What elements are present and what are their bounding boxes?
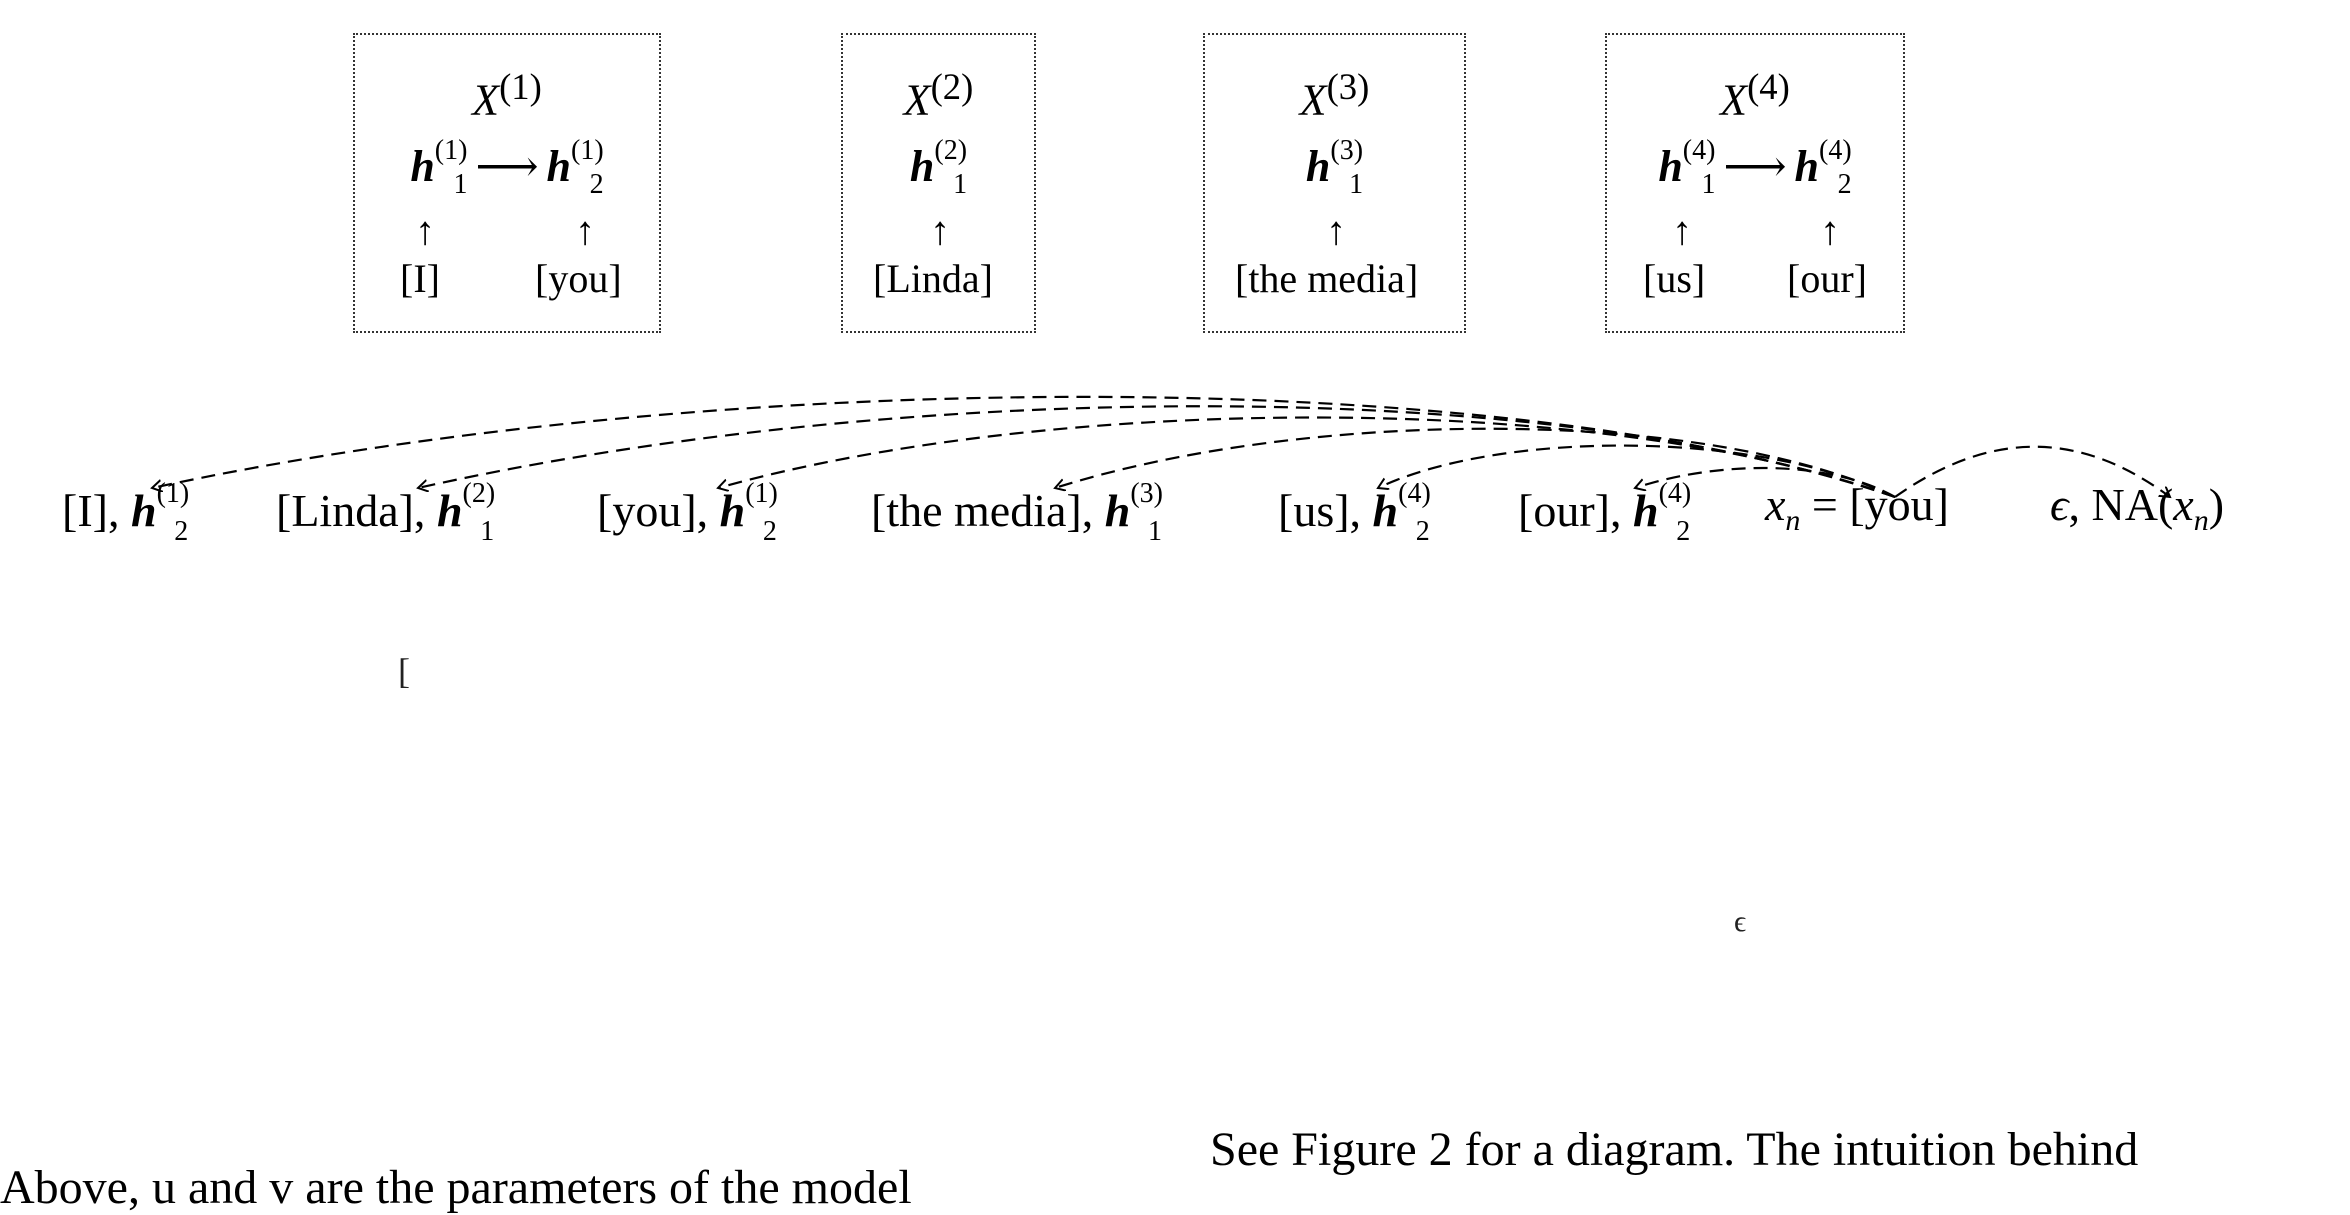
cluster-2-box: X(2) h(2)1 ↑ [Linda] bbox=[841, 33, 1036, 333]
antecedent-3: [you], h(1)2 bbox=[597, 478, 778, 547]
cluster-3-h1: h(3)1 bbox=[1305, 135, 1364, 200]
arc-to-antecedent-4 bbox=[1055, 427, 1896, 498]
cluster-4-up-arrow-1: ↑ bbox=[1672, 208, 1692, 253]
cluster-2-title: X(2) bbox=[903, 66, 974, 125]
right-column-text: See Figure 2 for a diagram. The intuitio… bbox=[1210, 1123, 2139, 1176]
cluster-2-up-arrow: ↑ bbox=[930, 208, 950, 253]
cluster-3-up-arrow: ↑ bbox=[1326, 208, 1346, 253]
arc-to-antecedent-5 bbox=[1378, 444, 1896, 498]
cluster-2-hidden-row: h(2)1 bbox=[843, 135, 1034, 201]
current-mention: xn = [you] bbox=[1765, 479, 1950, 537]
cluster-1-mention-2: [you] bbox=[535, 256, 622, 301]
cluster-1-arrow-right: ⟶ bbox=[475, 142, 539, 191]
cluster-1-mention-1: [I] bbox=[400, 256, 440, 301]
cluster-3-hidden-row: h(3)1 bbox=[1205, 135, 1464, 201]
cluster-1-up-arrow-1: ↑ bbox=[415, 208, 435, 253]
cluster-4-up-arrow-2: ↑ bbox=[1820, 208, 1840, 253]
cluster-2-mention-1: [Linda] bbox=[873, 256, 993, 301]
cluster-4-h2: h(4)2 bbox=[1794, 135, 1852, 200]
cluster-1-title: X(1) bbox=[472, 66, 542, 125]
cluster-4-h1: h(4)1 bbox=[1658, 135, 1716, 200]
antecedent-arcs bbox=[0, 395, 2350, 1190]
cluster-4-arrow-right: ⟶ bbox=[1723, 142, 1787, 191]
cluster-4-title: X(4) bbox=[1720, 66, 1790, 125]
cluster-4-hidden-row: h(4)1 ⟶ h(4)2 bbox=[1607, 135, 1903, 201]
cluster-4-mention-1: [us] bbox=[1643, 256, 1706, 301]
cluster-3-mention-1: [the media] bbox=[1235, 256, 1419, 301]
antecedent-2: [Linda], h(2)1 bbox=[276, 478, 496, 547]
left-column-text: Above, u and v are the parameters of the… bbox=[0, 1161, 912, 1214]
cropped-fragment-epsilon: ϵ bbox=[1734, 905, 1747, 938]
cluster-1-box: X(1) h(1)1 ⟶ h(1)2 ↑ ↑ [I] [you] bbox=[353, 33, 661, 333]
new-cluster-option: ϵ, NA(xn) bbox=[2050, 479, 2225, 537]
antecedent-4: [the media], h(3)1 bbox=[871, 478, 1163, 547]
antecedent-5: [us], h(4)2 bbox=[1278, 478, 1431, 547]
cluster-4-mention-2: [our] bbox=[1787, 256, 1867, 301]
arc-to-antecedent-3 bbox=[718, 416, 1896, 499]
cluster-3-title: X(3) bbox=[1299, 66, 1370, 125]
antecedent-1: [I], h(1)2 bbox=[62, 478, 190, 547]
antecedent-6: [our], h(4)2 bbox=[1518, 478, 1692, 547]
arc-to-antecedent-6 bbox=[1635, 466, 1896, 498]
cluster-1-h1: h(1)1 bbox=[410, 135, 468, 200]
cluster-4-box: X(4) h(4)1 ⟶ h(4)2 ↑ ↑ [us] [our] bbox=[1605, 33, 1905, 333]
cluster-1-up-arrow-2: ↑ bbox=[575, 208, 595, 253]
cluster-2-h1: h(2)1 bbox=[909, 135, 968, 200]
cluster-3-box: X(3) h(3)1 ↑ [the media] bbox=[1203, 33, 1466, 333]
cluster-1-h2: h(1)2 bbox=[546, 135, 604, 200]
cropped-fragment-bracket: [ bbox=[398, 651, 410, 691]
cluster-1-hidden-row: h(1)1 ⟶ h(1)2 bbox=[355, 135, 659, 201]
